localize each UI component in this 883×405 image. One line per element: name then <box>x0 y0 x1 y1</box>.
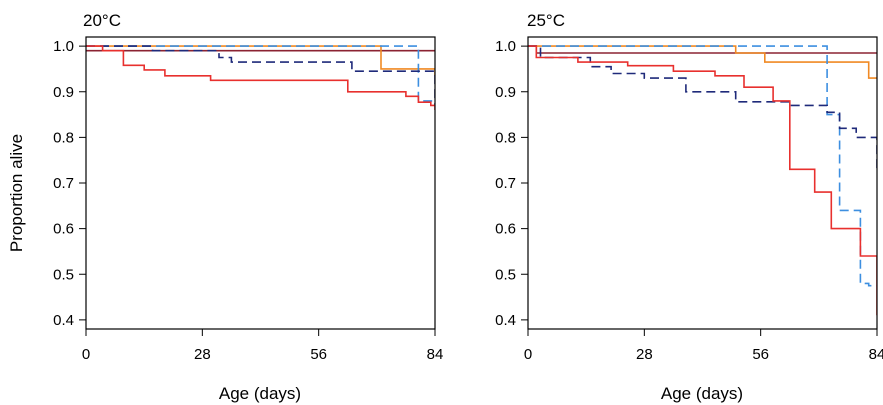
series-group-20c <box>86 45 435 110</box>
y-tick-label-20c-0: 0.4 <box>53 312 74 329</box>
y-tick-label-20c-4: 0.8 <box>53 129 74 146</box>
series-line-25c-2 <box>528 45 877 79</box>
y-tick-label-25c-4: 0.8 <box>495 129 516 146</box>
x-axis-20c: 0 28 56 84 <box>82 329 444 363</box>
x-tick-label-25c-1: 28 <box>636 346 653 363</box>
y-tick-label-25c-6: 1.0 <box>495 38 516 55</box>
y-tick-label-20c-3: 0.7 <box>53 175 74 192</box>
x-tick-label-20c-2: 56 <box>310 346 327 363</box>
y-tick-label-25c-5: 0.9 <box>495 84 516 101</box>
panel-20c: 20°C 0.4 0.5 0.6 0.7 0.8 0.9 1.0 0 28 56 84 Age (… <box>53 11 443 403</box>
y-tick-label-20c-2: 0.6 <box>53 221 74 238</box>
y-tick-label-25c-3: 0.7 <box>495 175 516 192</box>
series-line-25c-5 <box>528 45 877 316</box>
x-axis-25c: 0 28 56 84 <box>524 329 883 363</box>
y-tick-label-20c-5: 0.9 <box>53 84 74 101</box>
x-tick-label-20c-1: 28 <box>194 346 211 363</box>
series-line-25c-1 <box>528 45 877 54</box>
y-tick-label-25c-0: 0.4 <box>495 312 516 329</box>
panel-title-25c: 25°C <box>527 11 565 30</box>
y-axis-title: Proportion alive <box>7 134 26 252</box>
x-tick-label-25c-2: 56 <box>752 346 769 363</box>
x-axis-title-25c: Age (days) <box>661 384 743 403</box>
y-tick-label-20c-1: 0.5 <box>53 266 74 283</box>
panel-title-20c: 20°C <box>83 11 121 30</box>
x-tick-label-20c-0: 0 <box>82 346 90 363</box>
series-line-20c-5 <box>86 45 435 110</box>
x-tick-label-25c-3: 84 <box>869 346 883 363</box>
y-tick-label-25c-2: 0.6 <box>495 221 516 238</box>
y-tick-label-20c-6: 1.0 <box>53 38 74 55</box>
y-axis-20c: 0.4 0.5 0.6 0.7 0.8 0.9 1.0 <box>53 38 86 329</box>
panel-25c: 25°C 0.4 0.5 0.6 0.7 0.8 0.9 1.0 0 28 56 84 Age (… <box>495 11 883 403</box>
plot-frame-25c <box>527 36 878 330</box>
y-tick-label-25c-1: 0.5 <box>495 266 516 283</box>
series-line-20c-4 <box>86 45 435 106</box>
x-tick-label-20c-3: 84 <box>427 346 444 363</box>
series-group-25c <box>528 45 877 316</box>
series-line-25c-4 <box>528 45 877 170</box>
series-line-20c-3 <box>86 45 435 102</box>
x-tick-label-25c-0: 0 <box>524 346 532 363</box>
x-axis-title-20c: Age (days) <box>219 384 301 403</box>
y-axis-25c: 0.4 0.5 0.6 0.7 0.8 0.9 1.0 <box>495 38 528 329</box>
series-line-25c-3 <box>528 45 877 287</box>
